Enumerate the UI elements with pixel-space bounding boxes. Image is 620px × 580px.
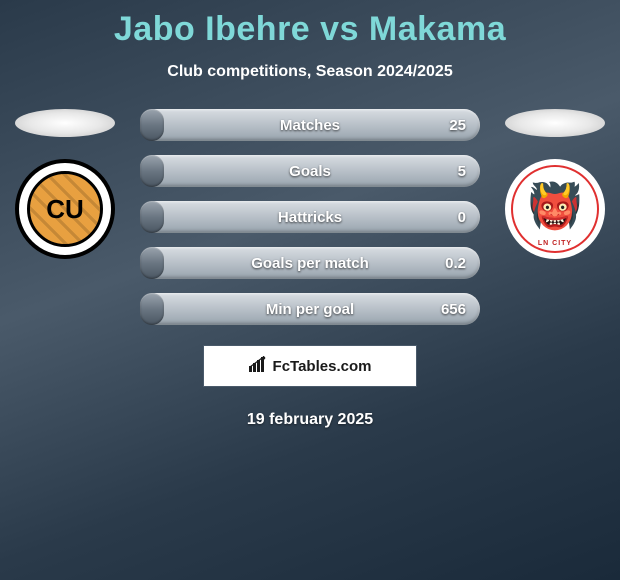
stat-row: Hattricks 0 (140, 201, 480, 233)
bar-chart-icon (249, 356, 269, 377)
stat-value: 656 (441, 301, 466, 318)
stat-label: Goals per match (251, 255, 369, 272)
stat-fill (140, 155, 164, 187)
stat-value: 5 (458, 163, 466, 180)
left-badge-text: CU (46, 194, 84, 225)
brand-text: FcTables.com (273, 358, 372, 375)
left-player-column: CU (10, 109, 120, 259)
right-player-column: 👹 LN CITY (500, 109, 610, 259)
stats-list: Matches 25 Goals 5 Hattricks 0 Goals per match… (140, 109, 480, 325)
stat-row: Min per goal 656 (140, 293, 480, 325)
subtitle: Club competitions, Season 2024/2025 (0, 63, 620, 81)
stat-row: Matches 25 (140, 109, 480, 141)
stat-label: Hattricks (278, 209, 342, 226)
brand-box[interactable]: FcTables.com (203, 345, 417, 387)
stat-row: Goals per match 0.2 (140, 247, 480, 279)
stat-fill (140, 201, 164, 233)
right-club-badge: 👹 LN CITY (505, 159, 605, 259)
left-club-badge: CU (15, 159, 115, 259)
stat-fill (140, 247, 164, 279)
content-area: CU 👹 LN CITY Matches 25 Goals 5 Hattricks 0 Go… (0, 109, 620, 429)
date-text: 19 february 2025 (0, 411, 620, 429)
stat-fill (140, 109, 164, 141)
stat-fill (140, 293, 164, 325)
comparison-card: Jabo Ibehre vs Makama Club competitions,… (0, 0, 620, 580)
right-badge-inner: 👹 LN CITY (513, 167, 597, 251)
stat-label: Matches (280, 117, 340, 134)
page-title: Jabo Ibehre vs Makama (0, 0, 620, 49)
imp-icon: 👹 (528, 185, 583, 229)
right-badge-text: LN CITY (538, 240, 572, 247)
stat-value: 0.2 (445, 255, 466, 272)
right-pedestal-ellipse (505, 109, 605, 137)
stat-value: 0 (458, 209, 466, 226)
stat-label: Goals (289, 163, 331, 180)
left-badge-inner: CU (27, 171, 103, 247)
left-pedestal-ellipse (15, 109, 115, 137)
stat-row: Goals 5 (140, 155, 480, 187)
stat-value: 25 (449, 117, 466, 134)
stat-label: Min per goal (266, 301, 354, 318)
